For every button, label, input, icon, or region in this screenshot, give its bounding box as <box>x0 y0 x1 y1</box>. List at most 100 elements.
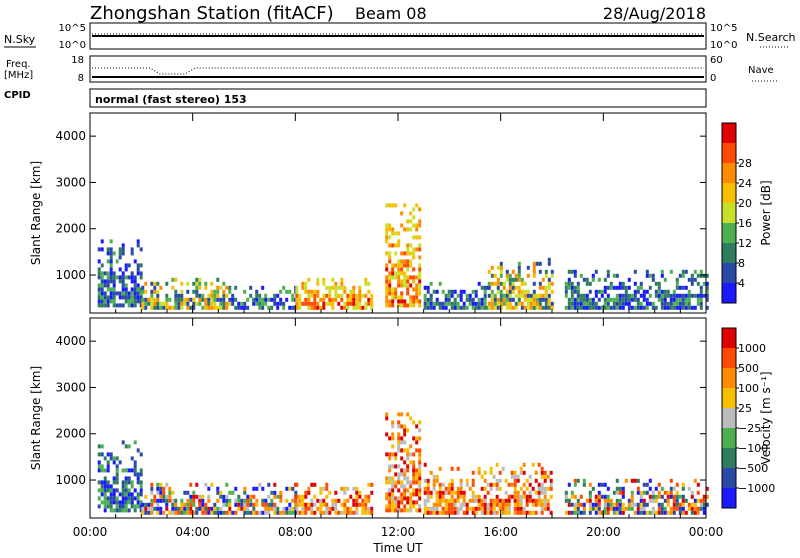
echo-cell <box>531 486 535 491</box>
echo-cell <box>367 498 371 503</box>
echo-cell <box>133 504 137 509</box>
echo-cell <box>316 281 320 286</box>
echo-cell <box>438 502 442 507</box>
echo-cell <box>406 259 410 264</box>
echo-cell <box>570 305 574 310</box>
echo-cell <box>532 301 536 306</box>
echo-cell <box>288 502 292 507</box>
echo-cell <box>456 494 460 499</box>
echo-cell <box>189 498 193 503</box>
echo-cell <box>325 486 329 491</box>
echo-cell <box>507 498 511 503</box>
echo-cell <box>310 498 314 503</box>
echo-cell <box>400 448 404 453</box>
echo-cell <box>121 504 125 509</box>
echo-cell <box>216 486 220 491</box>
echo-cell <box>477 466 481 471</box>
echo-cell <box>418 484 422 489</box>
echo-cell <box>261 297 265 302</box>
echo-cell <box>340 297 344 302</box>
echo-cell <box>541 277 545 282</box>
echo-cell <box>100 239 104 244</box>
echo-cell <box>349 506 353 511</box>
echo-cell <box>97 291 101 296</box>
echo-cell <box>675 482 679 487</box>
echo-cell <box>423 502 427 507</box>
echo-cell <box>121 303 125 308</box>
echo-cell <box>426 486 430 491</box>
echo-cell <box>388 251 392 256</box>
echo-cell <box>675 502 679 507</box>
echo-cell <box>159 482 163 487</box>
echo-cell <box>198 285 202 290</box>
echo-cell <box>385 504 389 509</box>
echo-cell <box>385 287 389 292</box>
echo-cell <box>513 486 517 491</box>
echo-cell <box>690 277 694 282</box>
echo-cell <box>696 490 700 495</box>
echo-cell <box>103 283 107 288</box>
echo-cell <box>388 283 392 288</box>
echo-cell <box>391 243 395 248</box>
echo-cell <box>663 305 667 310</box>
echo-cell <box>285 297 289 302</box>
echo-cell <box>444 305 448 310</box>
echo-cell <box>654 293 658 298</box>
echo-cell <box>663 510 667 515</box>
echo-cell <box>385 251 389 256</box>
echo-cell <box>591 305 595 310</box>
echo-cell <box>141 506 145 511</box>
echo-cell <box>388 227 392 232</box>
echo-cell <box>477 494 481 499</box>
echo-cell <box>523 305 527 310</box>
echo-cell <box>147 502 151 507</box>
echo-cell <box>540 474 544 479</box>
echo-cell <box>636 506 640 511</box>
echo-cell <box>453 490 457 495</box>
echo-cell <box>397 464 401 469</box>
echo-cell <box>352 297 356 302</box>
echo-cell <box>388 464 392 469</box>
echo-cell <box>267 510 271 515</box>
echo-cell <box>669 301 673 306</box>
echo-cell <box>267 297 271 302</box>
echo-cell <box>538 261 542 266</box>
echo-cell <box>198 502 202 507</box>
echo-cell <box>112 460 116 465</box>
echo-cell <box>397 500 401 505</box>
echo-cell <box>462 289 466 294</box>
echo-cell <box>340 281 344 286</box>
echo-cell <box>639 498 643 503</box>
echo-cell <box>109 508 113 513</box>
echo-cell <box>498 470 502 475</box>
echo-cell <box>483 289 487 294</box>
echo-cell <box>705 502 709 507</box>
echo-cell <box>246 510 250 515</box>
echo-cell <box>216 293 220 298</box>
echo-cell <box>136 504 140 509</box>
echo-cell <box>388 456 392 461</box>
echo-cell <box>358 289 362 294</box>
echo-cell <box>171 506 175 511</box>
echo-cell <box>444 506 448 511</box>
echo-cell <box>642 498 646 503</box>
echo-cell <box>115 472 119 477</box>
echo-cell <box>334 285 338 290</box>
echo-cell <box>502 297 506 302</box>
echo-cell <box>391 275 395 280</box>
echo-cell <box>121 251 125 256</box>
echo-cell <box>391 303 395 308</box>
echo-cell <box>576 293 580 298</box>
echo-cell <box>385 275 389 280</box>
colorbar-tick-label: 16 <box>738 217 752 230</box>
echo-cell <box>388 480 392 485</box>
echo-cell <box>180 297 184 302</box>
echo-cell <box>702 498 706 503</box>
echo-cell <box>651 305 655 310</box>
echo-cell <box>675 498 679 503</box>
echo-cell <box>403 468 407 473</box>
echo-cell <box>588 494 592 499</box>
echo-cell <box>343 506 347 511</box>
echo-cell <box>231 510 235 515</box>
echo-cell <box>513 494 517 499</box>
